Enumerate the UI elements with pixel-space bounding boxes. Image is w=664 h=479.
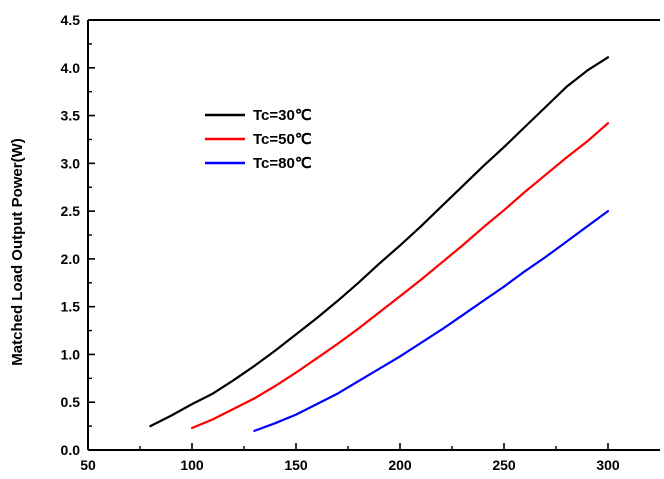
x-tick-label: 300	[596, 457, 620, 473]
y-tick-label: 2.0	[61, 251, 81, 267]
y-tick-label: 0.0	[61, 442, 81, 458]
series-group	[149, 56, 610, 432]
x-tick-label: 150	[284, 457, 308, 473]
y-tick-label: 4.5	[61, 12, 81, 28]
x-tick-label: 250	[492, 457, 516, 473]
x-tick-label: 100	[180, 457, 204, 473]
x-tick-label: 50	[80, 457, 96, 473]
y-tick-label: 3.5	[61, 108, 81, 124]
legend-label-1: Tc=30℃	[253, 107, 312, 124]
x-tick-label: 200	[388, 457, 412, 473]
y-tick-label: 0.5	[61, 394, 81, 410]
legend: Tc=30℃ Tc=50℃ Tc=80℃	[205, 107, 312, 172]
y-tick-label: 1.5	[61, 299, 81, 315]
y-tick-label: 3.0	[61, 155, 81, 171]
series-line-1	[149, 56, 610, 428]
y-tick-label: 1.0	[61, 346, 81, 362]
series-line-3	[253, 210, 610, 432]
y-axis-title: Matched Load Output Power(W)	[9, 138, 26, 365]
legend-label-3: Tc=80℃	[253, 155, 312, 172]
y-tick-label: 4.0	[61, 60, 81, 76]
series-line-2	[190, 122, 610, 430]
y-tick-label: 2.5	[61, 203, 81, 219]
axes: 50 100 150 200 250 300 0.0 0.5 1.0 1.5 2.0 2.5 3.0 3.…	[61, 12, 660, 473]
legend-label-2: Tc=50℃	[253, 131, 312, 148]
